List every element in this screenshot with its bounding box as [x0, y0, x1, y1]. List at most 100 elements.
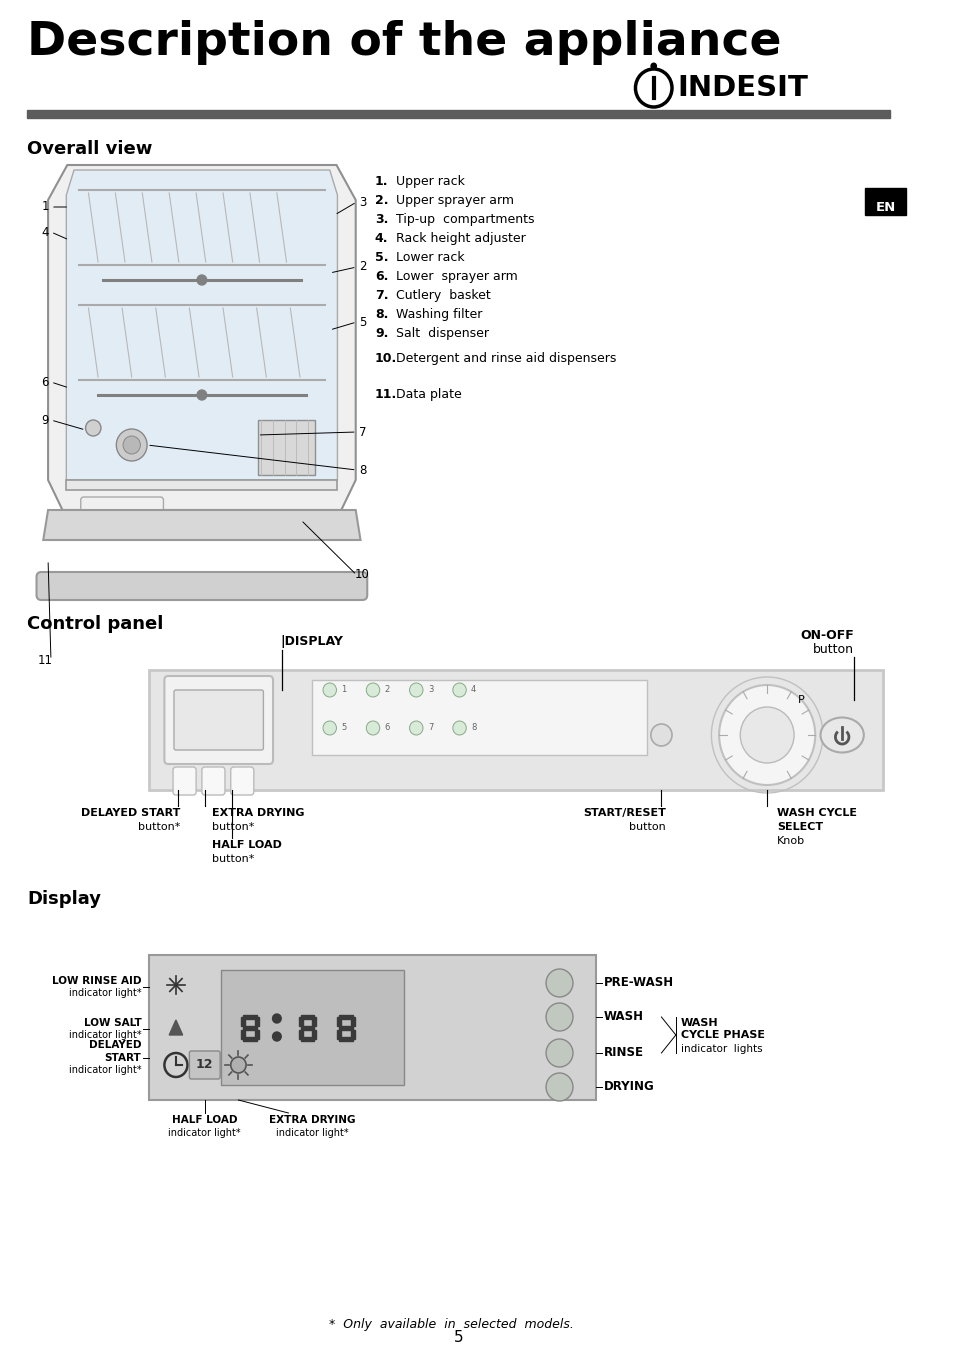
Text: indicator light*: indicator light*	[69, 988, 141, 998]
Text: 2.: 2.	[375, 195, 388, 207]
Text: WASH: WASH	[679, 1019, 718, 1028]
Text: Rack height adjuster: Rack height adjuster	[395, 232, 525, 245]
Text: Upper rack: Upper rack	[395, 176, 464, 188]
Text: 8: 8	[358, 463, 366, 477]
Circle shape	[273, 1015, 281, 1023]
Text: DELAYED: DELAYED	[89, 1040, 141, 1050]
Text: SELECT: SELECT	[776, 821, 822, 832]
Circle shape	[740, 707, 793, 763]
Text: |DISPLAY: |DISPLAY	[280, 635, 343, 648]
Text: START: START	[105, 1052, 141, 1063]
Text: 4: 4	[41, 226, 49, 239]
Text: 1: 1	[341, 685, 346, 694]
Circle shape	[545, 969, 573, 997]
Text: 4: 4	[471, 685, 476, 694]
Circle shape	[409, 684, 422, 697]
Text: 7: 7	[358, 426, 366, 439]
Bar	[149, 670, 882, 790]
Text: 7.: 7.	[375, 289, 388, 303]
Bar	[313, 1029, 316, 1039]
Bar	[241, 1016, 245, 1025]
Circle shape	[650, 62, 657, 69]
FancyBboxPatch shape	[202, 767, 225, 794]
Text: 4.: 4.	[375, 232, 388, 245]
Bar	[351, 1029, 355, 1039]
Text: Data plate: Data plate	[395, 388, 461, 401]
Bar	[254, 1029, 258, 1039]
Text: button*: button*	[212, 821, 253, 832]
Text: Upper sprayer arm: Upper sprayer arm	[395, 195, 514, 207]
Bar	[339, 1036, 353, 1040]
Text: 10.: 10.	[375, 353, 396, 365]
Text: 9.: 9.	[375, 327, 388, 340]
Text: indicator light*: indicator light*	[69, 1065, 141, 1075]
Text: 10: 10	[355, 569, 370, 581]
Bar	[149, 955, 596, 1100]
Text: Tip-up  compartments: Tip-up compartments	[395, 213, 534, 226]
Bar	[864, 188, 904, 215]
Text: indicator light*: indicator light*	[169, 1128, 241, 1138]
Text: Detergent and rinse aid dispensers: Detergent and rinse aid dispensers	[395, 353, 616, 365]
Bar	[27, 109, 889, 118]
Bar	[300, 1015, 314, 1019]
Bar	[298, 1016, 302, 1025]
Text: LOW SALT: LOW SALT	[84, 1019, 141, 1028]
Text: DRYING: DRYING	[603, 1081, 654, 1093]
Text: 5.: 5.	[375, 251, 388, 263]
Circle shape	[545, 1002, 573, 1031]
Circle shape	[123, 436, 140, 454]
Text: 12: 12	[195, 1058, 213, 1071]
Text: 11.: 11.	[375, 388, 396, 401]
FancyBboxPatch shape	[81, 497, 163, 538]
Text: START/RESET: START/RESET	[582, 808, 665, 817]
Text: Control panel: Control panel	[27, 615, 163, 634]
Circle shape	[197, 276, 207, 285]
Circle shape	[116, 430, 147, 461]
Text: RINSE: RINSE	[603, 1047, 643, 1059]
Text: 1.: 1.	[375, 176, 388, 188]
Circle shape	[545, 1039, 573, 1067]
Bar	[313, 680, 646, 755]
Text: *  Only  available  in  selected  models.: * Only available in selected models.	[329, 1319, 574, 1331]
Text: 3.: 3.	[375, 213, 388, 226]
Text: EXTRA DRYING: EXTRA DRYING	[269, 1115, 355, 1125]
FancyBboxPatch shape	[172, 767, 196, 794]
Text: P: P	[797, 694, 803, 705]
Text: WASH CYCLE: WASH CYCLE	[776, 808, 856, 817]
Circle shape	[197, 390, 207, 400]
Bar	[337, 1029, 341, 1039]
Circle shape	[231, 1056, 246, 1073]
Text: INDESIT: INDESIT	[677, 74, 808, 101]
Bar	[67, 480, 337, 490]
Text: LOW RINSE AID: LOW RINSE AID	[51, 975, 141, 986]
Text: Lower rack: Lower rack	[395, 251, 464, 263]
Bar	[313, 1016, 316, 1025]
Circle shape	[409, 721, 422, 735]
Text: indicator light*: indicator light*	[275, 1128, 349, 1138]
Text: 2: 2	[358, 261, 366, 273]
Text: Lower  sprayer arm: Lower sprayer arm	[395, 270, 517, 282]
Text: Overall view: Overall view	[27, 141, 152, 158]
Text: 7: 7	[427, 724, 433, 732]
Text: WASH: WASH	[603, 1011, 643, 1024]
Text: button*: button*	[212, 854, 253, 865]
Bar	[243, 1036, 256, 1040]
Text: button*: button*	[138, 821, 180, 832]
Polygon shape	[48, 165, 355, 509]
Text: HALF LOAD: HALF LOAD	[212, 840, 281, 850]
Text: 3: 3	[427, 685, 433, 694]
Circle shape	[366, 684, 379, 697]
FancyBboxPatch shape	[164, 676, 273, 765]
Bar	[221, 970, 403, 1085]
Text: indicator  lights: indicator lights	[679, 1044, 761, 1054]
Text: EXTRA DRYING: EXTRA DRYING	[212, 808, 304, 817]
Bar	[339, 1025, 353, 1029]
Text: Salt  dispenser: Salt dispenser	[395, 327, 489, 340]
Text: 3: 3	[358, 196, 366, 208]
Text: Display: Display	[27, 890, 101, 908]
Polygon shape	[169, 1020, 182, 1035]
Text: DELAYED START: DELAYED START	[81, 808, 180, 817]
Text: button: button	[812, 643, 853, 657]
Bar	[241, 1029, 245, 1039]
Text: 11: 11	[38, 654, 52, 666]
